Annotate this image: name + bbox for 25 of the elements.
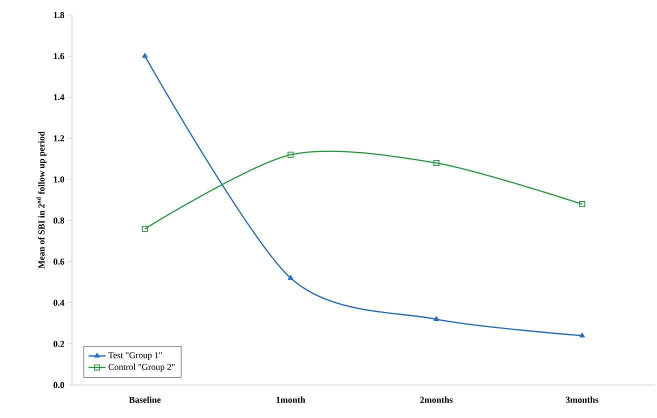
point	[434, 316, 440, 321]
x-tick-label: Baseline	[129, 396, 161, 403]
y-tick-label: 0.0	[54, 382, 64, 388]
y-tick-label: 1.0	[54, 176, 64, 182]
x-tick-label: 1month	[276, 396, 306, 403]
y-tick-label: 0.6	[54, 258, 64, 265]
point	[288, 275, 294, 280]
x-tick-label: 2months	[420, 396, 453, 403]
point	[288, 152, 294, 158]
point	[142, 226, 148, 232]
legend-label: Control "Group 2"	[108, 364, 175, 372]
y-tick-label: 1.8	[54, 12, 64, 18]
y-tick-label: 1.2	[54, 135, 64, 142]
point	[579, 201, 586, 208]
x-tick-label: 3months	[566, 396, 598, 403]
point	[433, 160, 440, 166]
y-axis-title: Mean of SBI in 2$^{nd}$ follow up period	[36, 131, 46, 269]
y-tick-label: 0.2	[54, 340, 64, 347]
y-tick-label: 0.8	[54, 217, 64, 224]
y-tick-label: 1.6	[54, 53, 64, 60]
legend-label: Test "Group 1"	[108, 352, 162, 360]
point	[142, 53, 148, 58]
y-tick-label: 1.4	[54, 94, 64, 100]
point	[579, 332, 585, 338]
y-tick-label: 0.4	[54, 300, 64, 306]
